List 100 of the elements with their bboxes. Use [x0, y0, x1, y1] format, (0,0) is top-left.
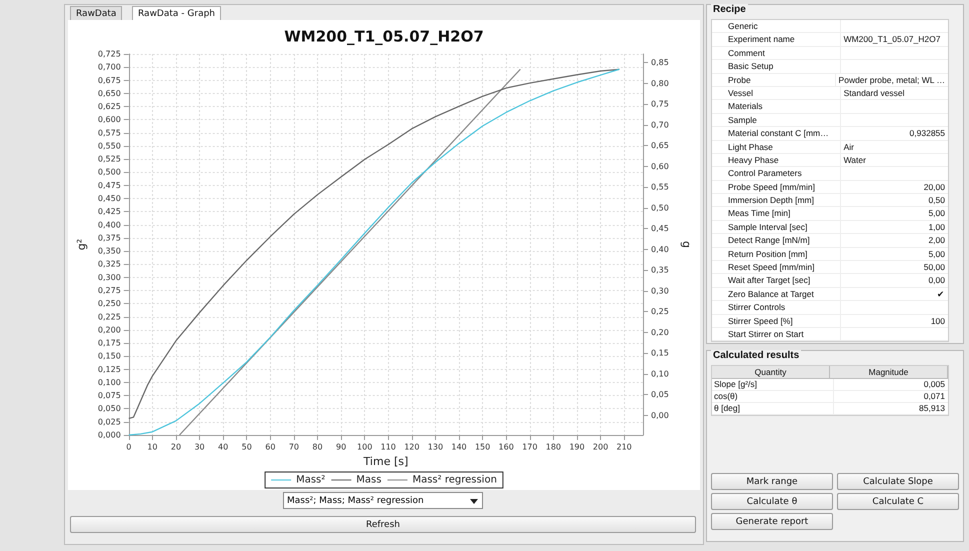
y2-tick-label: 0,70 — [651, 120, 669, 130]
y-tick-label: 0,575 — [98, 128, 121, 138]
y-tick-label: 0,025 — [98, 417, 121, 426]
y-tick-label: 0,100 — [98, 378, 121, 387]
text: 0,932855 — [910, 128, 945, 138]
y-tick-label: 0,675 — [98, 76, 121, 85]
legend-label: Mass² regression — [412, 474, 497, 486]
x-tick-label: 140 — [451, 442, 467, 452]
text: 100 — [930, 316, 945, 326]
y-tick-label: 0,725 — [98, 50, 121, 58]
y2-tick-label: 0,85 — [651, 58, 669, 68]
y2-tick-label: 0,20 — [651, 328, 669, 337]
category-label: Magnitude — [830, 366, 948, 378]
y2-tick-label: 0,65 — [651, 141, 669, 150]
text: 0,071 — [924, 391, 945, 401]
x-tick-label: 110 — [380, 442, 396, 452]
y-tick-label: 0,250 — [98, 299, 121, 308]
text: RawData — [70, 6, 122, 21]
y2-tick-label: 0,55 — [651, 182, 669, 192]
x-tick-label: 80 — [312, 442, 323, 452]
text: RawData - Graph — [132, 6, 221, 21]
text: Calculate Slope — [837, 473, 959, 490]
category-label: Zero Balance at Target — [728, 288, 814, 299]
category-label: Start Stirrer on Start — [728, 328, 804, 339]
text: Recipe — [711, 4, 748, 15]
y-tick-label: 0,075 — [98, 391, 121, 400]
text: Refresh — [70, 516, 696, 533]
x-tick-label: 100 — [357, 442, 372, 452]
y-tick-label: 0,175 — [98, 338, 121, 348]
y-tick-label: 0,550 — [98, 141, 121, 150]
category-label: Detect Range [mN/m] — [728, 235, 810, 246]
y-tick-label: 0,150 — [98, 352, 121, 361]
x-tick-label: 200 — [592, 442, 608, 452]
text: 85,913 — [919, 403, 945, 413]
x-tick-label: 70 — [288, 442, 300, 452]
category-label: cos(θ) — [714, 391, 738, 401]
text: WM200_T1_05.07_H2O7 — [844, 34, 940, 44]
x-tick-label: 120 — [404, 442, 420, 452]
x-axis-title: Time [s] — [362, 454, 408, 468]
x-tick-label: 10 — [147, 442, 158, 452]
text: Calculated results — [711, 350, 802, 361]
y2-tick-label: 0,45 — [651, 224, 669, 234]
y-tick-label: 0,450 — [98, 194, 121, 204]
y-tick-label: 0,200 — [98, 325, 121, 334]
text: 0,00 — [928, 275, 945, 286]
category-label: Quantity — [712, 366, 830, 378]
y-tick-label: 0,300 — [98, 272, 121, 282]
category-label: Slope [g²/s] — [714, 379, 757, 389]
y-tick-label: 0,650 — [98, 88, 121, 98]
text: Water — [844, 154, 866, 165]
text: Standard vessel — [844, 88, 905, 98]
x-tick-label: 160 — [498, 442, 514, 452]
text: 5,00 — [928, 208, 945, 218]
y2-tick-label: 0,60 — [651, 162, 669, 171]
text: 50,00 — [924, 262, 945, 272]
x-tick-label: 170 — [522, 442, 538, 452]
category-label: Generic — [728, 21, 758, 31]
category-label: Sample Interval [sec] — [728, 222, 808, 232]
x-tick-label: 130 — [428, 442, 444, 452]
x-tick-label: 50 — [242, 442, 252, 452]
category-label: Sample — [728, 114, 757, 125]
y2-tick-label: 0,40 — [651, 244, 669, 254]
text: 5,00 — [928, 248, 945, 259]
x-tick-label: 150 — [474, 442, 490, 452]
category-label: Stirrer Controls — [728, 302, 786, 312]
text: Mass²; Mass; Mass² regression — [283, 492, 483, 509]
y-tick-label: 0,700 — [98, 62, 121, 72]
y-tick-label: 0,350 — [98, 246, 121, 256]
x-tick-label: 180 — [546, 442, 562, 452]
text: Calculate θ — [711, 493, 833, 510]
category-label: Materials — [728, 101, 762, 112]
chart-title: WM200_T1_05.07_H2O7 — [284, 28, 484, 46]
y-axis-title: g² — [75, 238, 88, 250]
category-label: θ [deg] — [714, 403, 740, 413]
x-tick-label: 20 — [170, 442, 182, 452]
category-label: Return Position [mm] — [728, 248, 808, 259]
y2-tick-label: 0,10 — [651, 369, 669, 378]
category-label: Meas Time [min] — [728, 208, 790, 218]
y-tick-label: 0,325 — [98, 260, 121, 269]
y2-tick-label: 0,50 — [651, 203, 669, 212]
y2-tick-label: 0,25 — [651, 307, 669, 316]
category-label: Material constant C [mm… — [728, 128, 829, 138]
text: 20,00 — [924, 182, 945, 192]
text: Air — [844, 142, 854, 152]
x-tick-label: 30 — [194, 442, 205, 452]
y2-tick-label: 0,15 — [651, 348, 669, 358]
y-tick-label: 0,600 — [98, 115, 121, 124]
x-tick-label: 0 — [126, 442, 132, 452]
text: 0,50 — [928, 195, 945, 206]
text: Calculate C — [837, 493, 959, 510]
y-tick-label: 0,000 — [98, 430, 121, 440]
text: 1,00 — [928, 222, 945, 232]
y2-tick-label: 0,30 — [651, 286, 669, 296]
text: 0,005 — [924, 379, 945, 389]
y2-tick-label: 0,35 — [651, 266, 669, 275]
x-tick-label: 40 — [218, 442, 228, 452]
category-label: Vessel — [728, 88, 754, 98]
text: Mark range — [711, 473, 833, 490]
y-tick-label: 0,525 — [98, 154, 121, 164]
y2-tick-label: 0,05 — [651, 390, 669, 400]
